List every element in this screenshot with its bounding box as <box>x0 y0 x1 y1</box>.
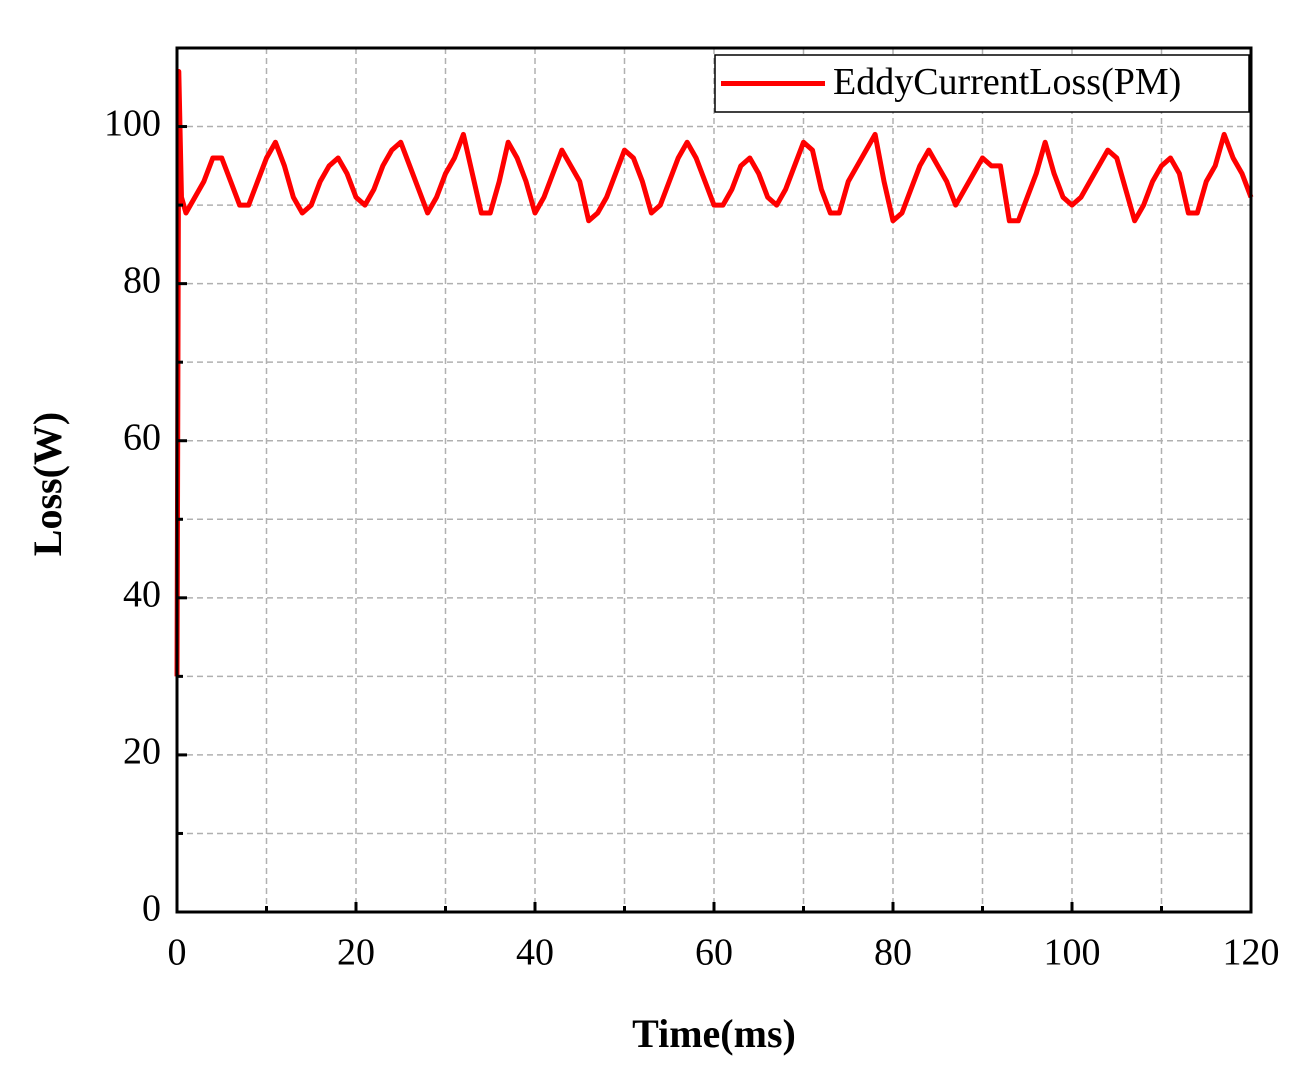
x-tick-label: 20 <box>337 932 375 974</box>
y-axis-title: Loss(W) <box>25 412 70 556</box>
x-tick-label: 80 <box>874 932 912 974</box>
x-axis-title: Time(ms) <box>632 1011 796 1056</box>
x-tick-label: 120 <box>1223 932 1280 974</box>
y-tick-label: 0 <box>142 888 161 930</box>
y-tick-label: 20 <box>123 731 161 773</box>
y-tick-label: 100 <box>104 102 161 144</box>
x-tick-label: 0 <box>168 932 187 974</box>
x-tick-label: 100 <box>1044 932 1101 974</box>
y-tick-label: 40 <box>123 574 161 616</box>
data-line <box>174 69 1254 677</box>
legend-label: EddyCurrentLoss(PM) <box>833 61 1181 103</box>
x-tick-label: 40 <box>516 932 554 974</box>
y-tick-label: 60 <box>123 416 161 458</box>
y-tick-label: 80 <box>123 259 161 301</box>
x-tick-label: 60 <box>695 932 733 974</box>
